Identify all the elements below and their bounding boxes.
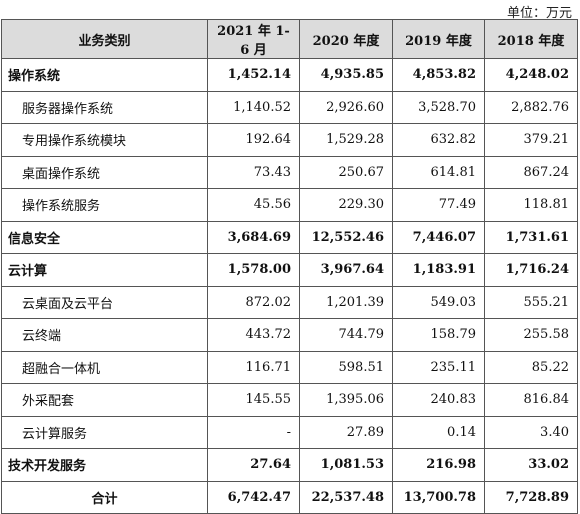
row-value: 4,935.85 [299, 58, 393, 92]
row-value: 3,967.64 [299, 253, 393, 287]
row-value: 632.82 [392, 123, 485, 157]
row-value: 872.02 [207, 285, 300, 319]
row-value: 1,716.24 [484, 253, 578, 287]
column-header-2019: 2019 年度 [392, 19, 485, 59]
row-value: 77.49 [392, 188, 485, 222]
category-row: 云计算 1,578.00 3,967.64 1,183.91 1,716.24 [1, 253, 578, 287]
row-label: 技术开发服务 [1, 448, 208, 482]
subcategory-row: 桌面操作系统 73.43 250.67 614.81 867.24 [1, 155, 578, 189]
subcategory-row: 云桌面及云平台 872.02 1,201.39 549.03 555.21 [1, 285, 578, 319]
row-value: 145.55 [207, 383, 300, 417]
table-body: 操作系统 1,452.14 4,935.85 4,853.82 4,248.02 服务器操… [1, 58, 578, 514]
row-value: 1,452.14 [207, 58, 300, 92]
row-value: 1,201.39 [299, 285, 393, 319]
row-value: 12,552.46 [299, 220, 393, 254]
row-value: 118.81 [484, 188, 578, 222]
column-header-2021h1: 2021 年 1-6 月 [207, 19, 300, 59]
row-value: 549.03 [392, 285, 485, 319]
column-header-category: 业务类别 [1, 19, 208, 59]
row-value: 555.21 [484, 285, 578, 319]
row-value: 45.56 [207, 188, 300, 222]
row-value: 1,578.00 [207, 253, 300, 287]
row-value: 73.43 [207, 155, 300, 189]
subcategory-row: 云终端 443.72 744.79 158.79 255.58 [1, 318, 578, 352]
row-label: 操作系统服务 [1, 188, 208, 222]
row-value: 250.67 [299, 155, 393, 189]
subcategory-row: 外采配套 145.55 1,395.06 240.83 816.84 [1, 383, 578, 417]
row-value: 443.72 [207, 318, 300, 352]
revenue-table: 业务类别 2021 年 1-6 月 2020 年度 2019 年度 2018 年… [1, 19, 578, 514]
row-value: 33.02 [484, 448, 578, 482]
row-value: 1,140.52 [207, 90, 300, 124]
row-value: 235.11 [392, 350, 485, 384]
row-value: 27.64 [207, 448, 300, 482]
row-value: 3,684.69 [207, 220, 300, 254]
row-label: 服务器操作系统 [1, 90, 208, 124]
row-label: 超融合一体机 [1, 350, 208, 384]
row-value: 240.83 [392, 383, 485, 417]
subcategory-row: 操作系统服务 45.56 229.30 77.49 118.81 [1, 188, 578, 222]
column-header-2018: 2018 年度 [484, 19, 578, 59]
subcategory-row: 服务器操作系统 1,140.52 2,926.60 3,528.70 2,882.76 [1, 90, 578, 124]
row-value: 13,700.78 [392, 480, 485, 514]
row-value: 0.14 [392, 415, 485, 449]
row-value: 116.71 [207, 350, 300, 384]
subcategory-row: 专用操作系统模块 192.64 1,529.28 632.82 379.21 [1, 123, 578, 157]
row-label: 云桌面及云平台 [1, 285, 208, 319]
row-label: 云终端 [1, 318, 208, 352]
row-value: 867.24 [484, 155, 578, 189]
row-value: 6,742.47 [207, 480, 300, 514]
row-value: 229.30 [299, 188, 393, 222]
category-row: 技术开发服务 27.64 1,081.53 216.98 33.02 [1, 448, 578, 482]
row-value: 2,882.76 [484, 90, 578, 124]
row-label: 合计 [1, 480, 208, 514]
row-value: 1,081.53 [299, 448, 393, 482]
row-value: 7,446.07 [392, 220, 485, 254]
subcategory-row: 超融合一体机 116.71 598.51 235.11 85.22 [1, 350, 578, 384]
row-value: 216.98 [392, 448, 485, 482]
row-value: 4,853.82 [392, 58, 485, 92]
row-label: 操作系统 [1, 58, 208, 92]
row-value: - [207, 415, 300, 449]
row-value: 3,528.70 [392, 90, 485, 124]
row-value: 1,395.06 [299, 383, 393, 417]
subcategory-row: 云计算服务 -27.89 0.14 3.40 [1, 415, 578, 449]
row-value: 2,926.60 [299, 90, 393, 124]
row-label: 云计算 [1, 253, 208, 287]
row-value: 1,529.28 [299, 123, 393, 157]
category-row: 信息安全 3,684.69 12,552.46 7,446.07 1,731.61 [1, 220, 578, 254]
row-value: 3.40 [484, 415, 578, 449]
row-value: 1,183.91 [392, 253, 485, 287]
row-value: 379.21 [484, 123, 578, 157]
row-label: 外采配套 [1, 383, 208, 417]
row-value: 255.58 [484, 318, 578, 352]
row-value: 22,537.48 [299, 480, 393, 514]
total-row: 合计 6,742.47 22,537.48 13,700.78 7,728.89 [1, 480, 578, 514]
row-value: 744.79 [299, 318, 393, 352]
row-label: 信息安全 [1, 220, 208, 254]
row-label: 桌面操作系统 [1, 155, 208, 189]
row-value: 598.51 [299, 350, 393, 384]
row-value: 158.79 [392, 318, 485, 352]
row-value: 27.89 [299, 415, 393, 449]
row-value: 192.64 [207, 123, 300, 157]
column-header-2020: 2020 年度 [299, 19, 393, 59]
row-value: 1,731.61 [484, 220, 578, 254]
table-header-row: 业务类别 2021 年 1-6 月 2020 年度 2019 年度 2018 年… [1, 19, 578, 59]
row-label: 云计算服务 [1, 415, 208, 449]
row-value: 85.22 [484, 350, 578, 384]
category-row: 操作系统 1,452.14 4,935.85 4,853.82 4,248.02 [1, 58, 578, 92]
row-label: 专用操作系统模块 [1, 123, 208, 157]
row-value: 7,728.89 [484, 480, 578, 514]
row-value: 816.84 [484, 383, 578, 417]
row-value: 4,248.02 [484, 58, 578, 92]
row-value: 614.81 [392, 155, 485, 189]
unit-label: 单位：万元 [506, 6, 572, 21]
